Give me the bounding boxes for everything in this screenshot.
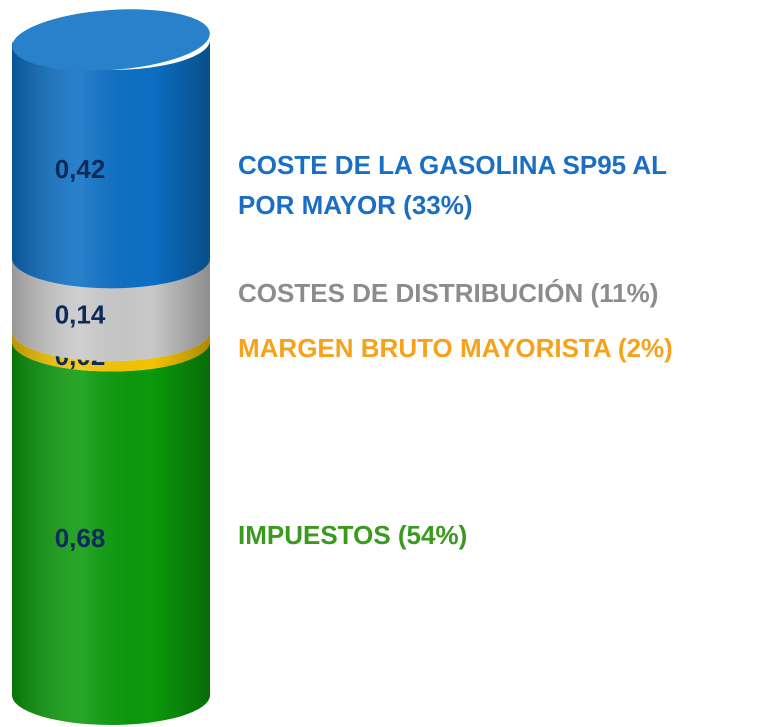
value-label: 0,14 xyxy=(55,300,106,330)
segment-shade xyxy=(12,258,210,362)
value-label: 0,68 xyxy=(55,523,106,553)
segment-shade xyxy=(12,40,210,289)
cylinder-top xyxy=(12,9,210,71)
legend-entry: IMPUESTOS (54%) xyxy=(238,520,468,550)
segment-shade xyxy=(12,341,210,725)
legend-entry: MARGEN BRUTO MAYORISTA (2%) xyxy=(238,333,673,363)
segment-shade xyxy=(12,331,210,372)
value-label: 0,42 xyxy=(55,154,106,184)
legend-entry: COSTES DE DISTRIBUCIÓN (11%) xyxy=(238,278,659,308)
legend-entry: COSTE DE LA GASOLINA SP95 AL POR MAYOR (… xyxy=(238,150,667,220)
cylinder-top-highlight xyxy=(12,9,210,71)
